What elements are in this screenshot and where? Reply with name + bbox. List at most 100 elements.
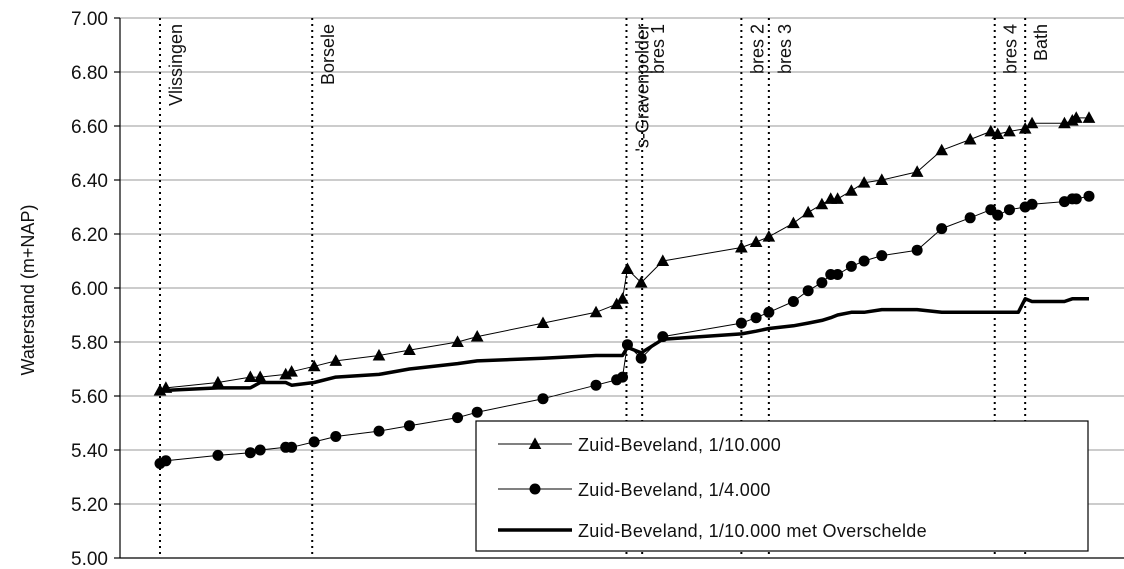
- location-label: bres 4: [1001, 24, 1021, 74]
- data-point-triangle: [787, 216, 800, 229]
- legend-label: Zuid-Beveland, 1/10.000: [578, 435, 781, 455]
- data-point-circle: [617, 371, 629, 383]
- series-2: [159, 297, 1089, 393]
- y-tick-label: 6.40: [71, 171, 108, 192]
- data-point-circle: [452, 412, 464, 424]
- data-point-triangle: [1018, 122, 1032, 134]
- series-1: [154, 190, 1095, 469]
- y-axis-label: Waterstand (m+NAP): [18, 205, 38, 376]
- y-tick-label: 5.40: [71, 441, 108, 462]
- legend-item: Zuid-Beveland, 1/10.000: [498, 435, 781, 455]
- data-point-circle: [992, 209, 1004, 221]
- y-tick-label: 5.60: [71, 387, 108, 408]
- data-point-circle: [537, 393, 549, 405]
- location-label: Bath: [1031, 24, 1051, 61]
- data-point-circle: [1070, 193, 1082, 205]
- data-point-circle: [244, 447, 256, 459]
- y-tick-label: 5.80: [71, 333, 108, 354]
- data-point-triangle: [244, 370, 257, 383]
- data-point-circle: [911, 244, 923, 256]
- y-tick-label: 6.60: [71, 117, 108, 138]
- legend-label: Zuid-Beveland, 1/4.000: [578, 480, 771, 500]
- data-point-circle: [802, 285, 814, 297]
- data-point-circle: [735, 317, 747, 329]
- legend-items: Zuid-Beveland, 1/10.000 Zuid-Beveland, 1/…: [498, 435, 927, 541]
- data-point-triangle: [875, 173, 889, 185]
- location-label: bres 2: [747, 24, 767, 74]
- y-tick-label: 5.20: [71, 495, 108, 516]
- data-point-circle: [1083, 190, 1095, 202]
- data-point-circle: [160, 455, 172, 467]
- data-point-triangle: [963, 132, 977, 145]
- data-point-circle: [330, 431, 342, 442]
- data-point-circle: [816, 277, 828, 289]
- data-point-circle: [763, 306, 775, 318]
- legend-item: Zuid-Beveland, 1/4.000: [498, 480, 771, 500]
- data-point-circle: [471, 406, 483, 418]
- data-point-triangle: [935, 143, 949, 156]
- data-point-triangle: [735, 240, 748, 253]
- data-point-circle: [590, 379, 602, 391]
- data-point-triangle: [403, 343, 416, 356]
- data-point-circle: [635, 352, 647, 364]
- data-point-circle: [403, 420, 415, 432]
- location-label: bres 1: [648, 24, 668, 74]
- data-point-triangle: [1082, 111, 1096, 123]
- data-point-circle: [832, 269, 844, 280]
- data-point-circle: [308, 436, 320, 448]
- data-point-circle: [1003, 204, 1015, 216]
- data-point-triangle: [991, 127, 1004, 140]
- data-point-triangle: [831, 192, 844, 204]
- data-point-triangle: [857, 176, 871, 188]
- data-point-triangle: [372, 348, 386, 361]
- data-point-triangle: [253, 370, 267, 383]
- legend-item: Zuid-Beveland, 1/10.000 met Overschelde: [498, 521, 927, 541]
- data-point-triangle: [307, 359, 321, 372]
- legend: Zuid-Beveland, 1/10.000 Zuid-Beveland, 1/…: [475, 420, 1089, 552]
- data-point-triangle: [845, 184, 858, 196]
- data-point-triangle: [536, 316, 550, 329]
- location-label: Vlissingen: [166, 24, 186, 106]
- data-point-triangle: [656, 254, 670, 266]
- y-tick-label: 5.00: [71, 549, 108, 569]
- data-point-triangle: [616, 292, 629, 304]
- series-line-thick: [159, 297, 1089, 393]
- data-point-circle: [876, 250, 888, 262]
- data-point-triangle: [762, 230, 776, 242]
- legend-box: [475, 420, 1089, 552]
- data-point-triangle: [211, 375, 225, 388]
- data-point-triangle: [984, 124, 998, 137]
- legend-label: Zuid-Beveland, 1/10.000 met Overschelde: [578, 521, 927, 541]
- data-point-triangle: [910, 165, 924, 177]
- data-point-circle: [750, 312, 762, 324]
- y-tick-label: 6.20: [71, 225, 108, 246]
- data-point-triangle: [634, 276, 648, 288]
- data-point-circle: [286, 441, 298, 453]
- data-point-triangle: [1003, 124, 1016, 137]
- series-layer: [153, 111, 1096, 469]
- data-point-triangle: [815, 197, 829, 210]
- location-label: 's-Gravenpolder: [632, 24, 652, 152]
- data-point-circle: [964, 212, 976, 224]
- data-point-triangle: [528, 437, 542, 449]
- location-label: bres 3: [775, 24, 795, 74]
- y-tick-label: 6.80: [71, 63, 108, 84]
- data-point-circle: [858, 255, 870, 267]
- data-point-triangle: [451, 335, 464, 347]
- data-point-circle: [787, 296, 799, 307]
- data-point-circle: [1026, 198, 1038, 210]
- data-point-circle: [373, 425, 385, 437]
- legend-swatch-marker: [529, 483, 541, 495]
- data-point-triangle: [621, 262, 634, 275]
- data-point-triangle: [1025, 116, 1039, 129]
- data-point-circle: [254, 444, 266, 456]
- series-0: [153, 111, 1096, 396]
- data-point-triangle: [1069, 111, 1083, 123]
- data-point-triangle: [329, 354, 343, 366]
- data-point-triangle: [470, 330, 484, 342]
- data-point-circle: [845, 260, 857, 272]
- axes: 5.00 5.20 5.40 5.60 5.80 6.00 6.20 6.40 6.60 6.80…: [71, 9, 1124, 569]
- data-point-triangle: [285, 365, 298, 377]
